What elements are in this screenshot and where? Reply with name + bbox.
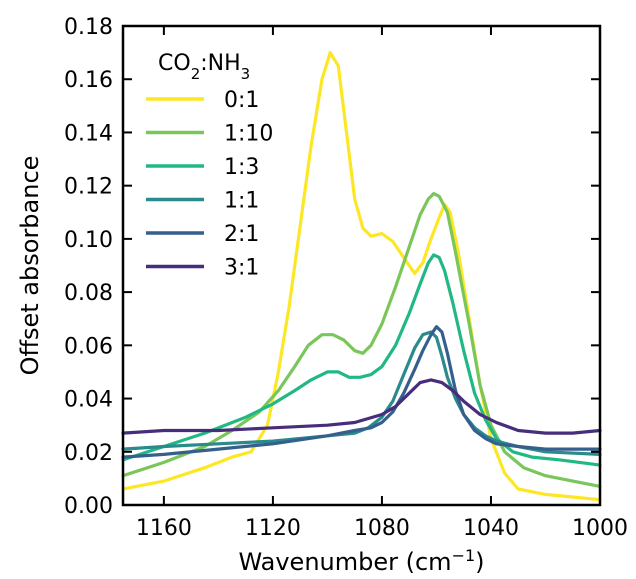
y-tick-label: 0.16	[64, 68, 113, 93]
x-axis-label-tail: )	[475, 548, 484, 576]
legend-title-part2: :NH	[200, 51, 240, 76]
y-tick-label: 0.06	[64, 334, 113, 359]
legend-title-sub2: 3	[241, 65, 251, 83]
legend-label-3-1: 3:1	[224, 256, 259, 281]
series-line-1-3	[121, 253, 602, 467]
legend-label-0-1: 0:1	[224, 88, 259, 113]
x-tick-label: 1080	[354, 516, 410, 541]
plot-frame	[121, 24, 602, 507]
tick-layer: 0.00 0.02 0.04 0.06 0.08 0.10 0.12 0.14 0.16 0.18…	[64, 15, 628, 541]
x-axis-label-sup: −1	[452, 546, 476, 565]
legend: CO2:NH3 0:1 1:10 1:3 1:1 2:1 3:1	[146, 51, 273, 281]
x-tick-label: 1160	[136, 516, 192, 541]
y-tick-label: 0.12	[64, 175, 113, 200]
x-tick-label: 1040	[463, 516, 519, 541]
legend-label-1-1: 1:1	[224, 189, 259, 214]
legend-label-1-10: 1:10	[224, 122, 273, 147]
y-tick-label: 0.08	[64, 281, 113, 306]
series-line-1-10	[121, 192, 602, 488]
legend-label-2-1: 2:1	[224, 222, 259, 247]
legend-title-part1: CO	[158, 51, 191, 76]
x-tick-label: 1000	[572, 516, 628, 541]
y-tick-label: 0.04	[64, 388, 113, 413]
y-tick-label: 0.10	[64, 228, 113, 253]
x-axis-label-main: Wavenumber (cm	[238, 548, 451, 576]
series-line-2-1	[121, 325, 602, 459]
series-line-3-1	[121, 378, 602, 435]
y-tick-label: 0.02	[64, 441, 113, 466]
y-axis-label: Offset absorbance	[16, 156, 44, 376]
y-tick-label: 0.00	[64, 494, 113, 519]
legend-title: CO2:NH3	[158, 51, 250, 83]
legend-label-1-3: 1:3	[224, 155, 259, 180]
y-tick-label: 0.14	[64, 121, 113, 146]
x-axis-label: Wavenumber (cm−1)	[238, 546, 484, 577]
x-tick-label: 1120	[245, 516, 301, 541]
y-tick-label: 0.18	[64, 15, 113, 40]
series-layer	[121, 51, 602, 502]
plot-border	[121, 24, 602, 507]
legend-title-sub1: 2	[191, 65, 201, 83]
